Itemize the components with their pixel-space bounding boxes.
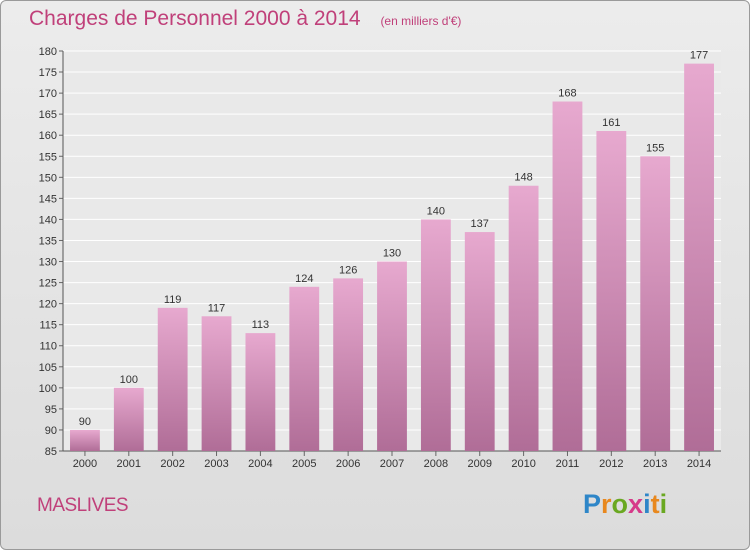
chart-title-text: Charges de Personnel 2000 à 2014 <box>29 7 361 30</box>
data-label: 119 <box>164 294 182 306</box>
x-tick-label: 2010 <box>511 458 535 470</box>
y-tick-label: 140 <box>39 214 57 226</box>
logo-letter: x <box>628 489 644 519</box>
y-tick-label: 150 <box>39 172 57 184</box>
bar-2009 <box>464 232 495 451</box>
bar-2006 <box>333 278 364 451</box>
bar-2000 <box>70 429 100 451</box>
bar-2004 <box>245 333 276 451</box>
y-tick-label: 145 <box>39 193 57 205</box>
data-label: 124 <box>295 273 313 285</box>
chart-unit: (en milliers d'€) <box>380 14 462 28</box>
data-label: 140 <box>427 205 445 217</box>
x-tick-label: 2013 <box>643 458 667 470</box>
y-tick-label: 130 <box>39 257 57 269</box>
bar-2011 <box>552 101 583 452</box>
x-tick-label: 2003 <box>204 458 228 470</box>
x-tick-label: 2007 <box>380 458 404 470</box>
y-tick-label: 90 <box>45 425 57 437</box>
bar-2012 <box>596 131 627 451</box>
data-label: 137 <box>471 218 489 230</box>
chart-title: Charges de Personnel 2000 à 2014 (en mil… <box>29 7 461 31</box>
data-label: 117 <box>208 302 226 314</box>
y-tick-label: 120 <box>39 299 57 311</box>
y-tick-label: 155 <box>39 151 57 163</box>
x-tick-label: 2005 <box>292 458 316 470</box>
data-label: 161 <box>602 117 620 129</box>
x-tick-label: 2012 <box>599 458 623 470</box>
logo-letter: P <box>583 489 602 519</box>
proxiti-logo[interactable]: Proxiti <box>583 489 667 520</box>
x-tick-label: 2001 <box>117 458 141 470</box>
data-label: 177 <box>690 50 708 62</box>
data-label: 100 <box>120 374 138 386</box>
logo-letter: r <box>601 489 612 519</box>
x-tick-label: 2011 <box>556 458 580 470</box>
logo-letter: o <box>611 489 629 519</box>
data-label: 90 <box>79 416 91 428</box>
bar-2003 <box>201 316 232 451</box>
x-tick-label: 2014 <box>687 458 711 470</box>
data-label: 168 <box>558 88 576 100</box>
y-tick-label: 95 <box>45 404 57 416</box>
x-tick-label: 2008 <box>424 458 448 470</box>
x-tick-label: 2002 <box>160 458 184 470</box>
town-name: MASLIVES <box>37 495 129 516</box>
data-label: 113 <box>252 319 270 331</box>
data-label: 130 <box>383 248 401 260</box>
y-tick-label: 165 <box>39 109 57 121</box>
y-tick-label: 85 <box>45 446 57 458</box>
y-tick-label: 115 <box>39 320 57 332</box>
x-tick-label: 2000 <box>73 458 97 470</box>
y-tick-label: 105 <box>39 362 57 374</box>
logo-letter: i <box>643 489 651 519</box>
bar-2007 <box>377 261 407 451</box>
y-tick-label: 135 <box>39 235 57 247</box>
y-tick-label: 180 <box>39 46 57 58</box>
bar-2008 <box>420 219 451 451</box>
bar-2010 <box>508 185 539 451</box>
bar-2013 <box>640 156 671 451</box>
data-label: 155 <box>646 142 664 154</box>
x-tick-label: 2004 <box>248 458 272 470</box>
bar-2001 <box>113 387 144 451</box>
data-label: 126 <box>339 264 357 276</box>
y-tick-label: 160 <box>39 130 57 142</box>
y-tick-label: 110 <box>39 341 57 353</box>
bar-2014 <box>684 63 714 451</box>
bar-2002 <box>157 307 188 451</box>
y-tick-label: 100 <box>39 383 57 395</box>
logo-letter: i <box>659 489 668 519</box>
data-label: 148 <box>514 172 532 184</box>
x-tick-label: 2009 <box>467 458 491 470</box>
y-tick-label: 125 <box>39 278 57 290</box>
y-tick-label: 175 <box>39 67 57 79</box>
bar-2005 <box>289 286 320 451</box>
logo-letter: t <box>650 489 660 519</box>
x-tick-label: 2006 <box>336 458 360 470</box>
y-tick-label: 170 <box>39 88 57 100</box>
